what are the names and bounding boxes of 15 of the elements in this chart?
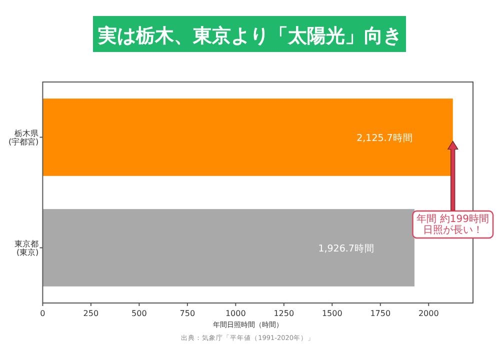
data-label: 2,125.7時間 — [356, 132, 413, 144]
x-tick-label: 250 — [83, 309, 99, 318]
y-tick-label: 東京都 (東京) — [14, 239, 39, 258]
annotation: 年間 約199時間日照が長い！ — [416, 213, 490, 236]
y-tick-label: 栃木県 (宇都宮) — [8, 128, 39, 147]
data-label: 1,926.7時間 — [318, 242, 374, 254]
x-tick-label: 0 — [40, 309, 46, 318]
x-tick-label: 1250 — [274, 309, 294, 318]
x-tick-label: 1750 — [370, 309, 391, 318]
chart-title: 実は栃木、東京より「太陽光」向き — [97, 25, 402, 47]
x-tick-label: 750 — [180, 309, 196, 318]
x-tick-label: 1500 — [322, 309, 342, 318]
x-tick-label: 1000 — [225, 309, 246, 318]
x-tick-label: 500 — [132, 309, 147, 318]
x-tick-label: 2000 — [418, 309, 439, 318]
